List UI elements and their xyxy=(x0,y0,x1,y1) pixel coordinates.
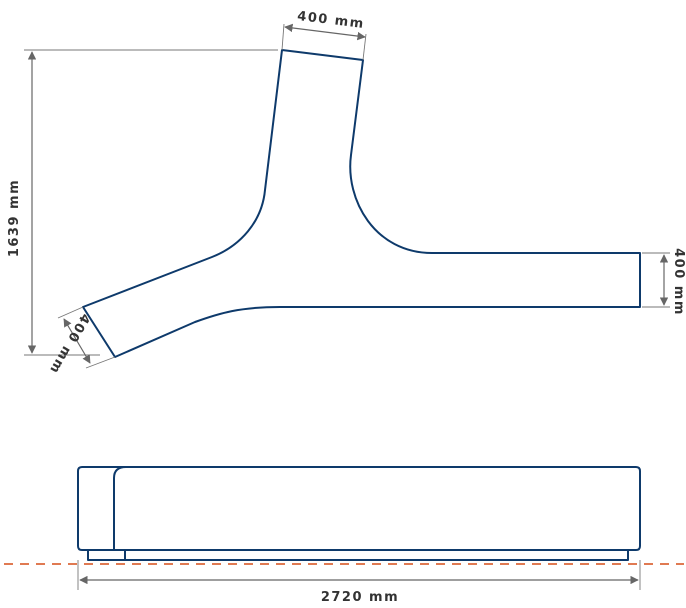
dimension-total-height: 1639 mm xyxy=(7,49,278,356)
y-shape-outline xyxy=(82,49,641,358)
extension-line xyxy=(57,306,84,319)
extension-line xyxy=(281,23,285,51)
dimension-line xyxy=(284,23,366,41)
dimension-label-height: 1639 mm xyxy=(7,179,22,257)
dimension-label-right: 400 mm xyxy=(671,248,686,316)
extension-line xyxy=(85,356,116,369)
side-view-body xyxy=(77,466,641,551)
dimension-label-left: 400 mm xyxy=(46,311,93,377)
dimension-label-length: 2720 mm xyxy=(321,590,399,605)
dimension-total-length: 2720 mm xyxy=(77,560,641,605)
side-view-base-right xyxy=(124,549,629,561)
plan-view: 400 mm 1639 mm 400 mm 400 mm xyxy=(7,9,686,377)
dimension-line xyxy=(63,318,91,364)
side-view-end-panel xyxy=(113,466,127,550)
side-view: 2720 mm xyxy=(4,466,684,605)
side-view-base-left xyxy=(87,549,126,561)
dimension-right-width: 400 mm xyxy=(642,248,686,316)
extension-line xyxy=(362,33,367,61)
dimension-label-top: 400 mm xyxy=(296,9,365,32)
